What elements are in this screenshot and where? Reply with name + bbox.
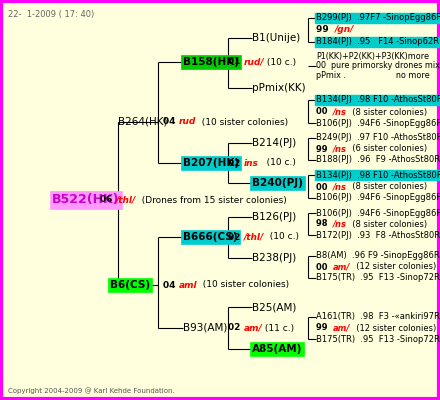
Text: (8 sister colonies): (8 sister colonies) — [347, 220, 427, 228]
Text: (12 sister colonies): (12 sister colonies) — [351, 262, 436, 272]
Text: Copyright 2004-2009 @ Karl Kehde Foundation.: Copyright 2004-2009 @ Karl Kehde Foundat… — [8, 387, 175, 394]
Text: B188(PJ)  .96  F9 -AthosSt80R: B188(PJ) .96 F9 -AthosSt80R — [316, 156, 440, 164]
Text: B158(HK): B158(HK) — [183, 57, 239, 67]
Text: (10 sister colonies): (10 sister colonies) — [197, 280, 290, 290]
Text: 00: 00 — [316, 182, 333, 192]
Text: (10 c.): (10 c.) — [264, 58, 296, 66]
Text: B214(PJ): B214(PJ) — [252, 138, 296, 148]
Text: (10 c.): (10 c.) — [258, 158, 296, 168]
Text: (8 sister colonies): (8 sister colonies) — [347, 182, 427, 192]
Text: /ns: /ns — [333, 108, 347, 116]
Text: B1(Unije): B1(Unije) — [252, 33, 300, 43]
Text: B106(PJ)  .94F6 -SinopEgg86R: B106(PJ) .94F6 -SinopEgg86R — [316, 118, 440, 128]
Text: am/: am/ — [333, 324, 351, 332]
Text: rud: rud — [179, 118, 196, 126]
Text: 01: 01 — [228, 58, 243, 66]
Text: /thl/: /thl/ — [243, 232, 264, 242]
Text: B126(PJ): B126(PJ) — [252, 212, 296, 222]
Text: 02: 02 — [228, 324, 243, 332]
Text: B106(PJ)  .94F6 -SinopEgg86R: B106(PJ) .94F6 -SinopEgg86R — [316, 208, 440, 218]
Text: (Drones from 15 sister colonies): (Drones from 15 sister colonies) — [136, 196, 286, 204]
Text: 99: 99 — [316, 324, 333, 332]
Text: B25(AM): B25(AM) — [252, 302, 297, 312]
Text: /ns: /ns — [333, 220, 347, 228]
Text: (11 c.): (11 c.) — [262, 324, 294, 332]
Text: B238(PJ): B238(PJ) — [252, 253, 296, 263]
Text: 98: 98 — [316, 220, 333, 228]
Text: B134(PJ)  .98 F10 -AthosSt80R: B134(PJ) .98 F10 -AthosSt80R — [316, 170, 440, 180]
Text: 02: 02 — [228, 232, 243, 242]
Text: 22-  1-2009 ( 17: 40): 22- 1-2009 ( 17: 40) — [8, 10, 94, 19]
Text: B106(PJ)  .94F6 -SinopEgg86R: B106(PJ) .94F6 -SinopEgg86R — [316, 194, 440, 202]
Text: 04: 04 — [163, 280, 179, 290]
Text: A161(TR)  .98  F3 -«ankiri97R: A161(TR) .98 F3 -«ankiri97R — [316, 312, 440, 322]
Text: B8(AM)  .96 F9 -SinopEgg86R: B8(AM) .96 F9 -SinopEgg86R — [316, 252, 440, 260]
Text: rud/: rud/ — [243, 58, 264, 66]
Text: (12 sister colonies): (12 sister colonies) — [351, 324, 436, 332]
Text: B175(TR)  .95  F13 -Sinop72R: B175(TR) .95 F13 -Sinop72R — [316, 334, 440, 344]
Text: B240(PJ): B240(PJ) — [252, 178, 303, 188]
Text: B299(PJ)  .97F7 -SinopEgg86R: B299(PJ) .97F7 -SinopEgg86R — [316, 14, 440, 22]
Text: 06: 06 — [100, 196, 115, 204]
Text: B134(PJ)  .98 F10 -AthosSt80R: B134(PJ) .98 F10 -AthosSt80R — [316, 96, 440, 104]
Text: B249(PJ)  .97 F10 -AthosSt80R: B249(PJ) .97 F10 -AthosSt80R — [316, 134, 440, 142]
Text: am/: am/ — [243, 324, 262, 332]
Text: 04: 04 — [163, 118, 179, 126]
Text: /ns: /ns — [333, 144, 347, 154]
Text: B522(HK): B522(HK) — [52, 194, 120, 206]
Text: 00: 00 — [316, 108, 333, 116]
Text: B264(HK): B264(HK) — [118, 117, 168, 127]
Text: (6 sister colonies): (6 sister colonies) — [347, 144, 427, 154]
Text: B6(CS): B6(CS) — [110, 280, 150, 290]
Text: /ns: /ns — [333, 182, 347, 192]
Text: P1(KK)+P2(KK)+P3(KK)more: P1(KK)+P2(KK)+P3(KK)more — [316, 52, 429, 60]
Text: am/: am/ — [333, 262, 351, 272]
Text: A85(AM): A85(AM) — [252, 344, 302, 354]
Text: B207(HK): B207(HK) — [183, 158, 239, 168]
Text: B93(AM): B93(AM) — [183, 323, 227, 333]
Text: (10 sister colonies): (10 sister colonies) — [196, 118, 288, 126]
Text: B172(PJ)  .93  F8 -AthosSt80R: B172(PJ) .93 F8 -AthosSt80R — [316, 230, 440, 240]
Text: (10 c.): (10 c.) — [264, 232, 299, 242]
Text: pPmix .                    no more: pPmix . no more — [316, 72, 429, 80]
Text: 99: 99 — [316, 26, 335, 34]
Text: 99: 99 — [316, 144, 333, 154]
Text: 00: 00 — [316, 262, 333, 272]
Text: (8 sister colonies): (8 sister colonies) — [347, 108, 427, 116]
Text: B666(CS): B666(CS) — [183, 232, 238, 242]
Text: B175(TR)  .95  F13 -Sinop72R: B175(TR) .95 F13 -Sinop72R — [316, 274, 440, 282]
Text: /gn/: /gn/ — [335, 26, 354, 34]
Text: 00  pure primorsky drones mix: 00 pure primorsky drones mix — [316, 62, 440, 70]
Text: aml: aml — [179, 280, 197, 290]
Text: pPmix(KK): pPmix(KK) — [252, 83, 306, 93]
Text: /thl/: /thl/ — [115, 196, 136, 204]
Text: 02: 02 — [228, 158, 243, 168]
Text: B184(PJ)  .95   F14 -Sinop62R: B184(PJ) .95 F14 -Sinop62R — [316, 38, 439, 46]
Text: ins: ins — [243, 158, 258, 168]
